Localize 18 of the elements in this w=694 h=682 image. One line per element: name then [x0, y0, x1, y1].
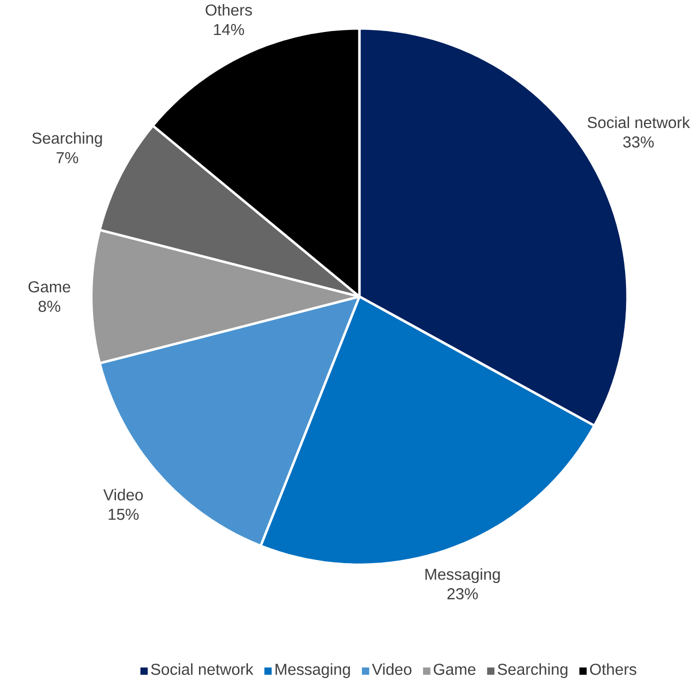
data-label: 8%	[38, 300, 60, 312]
slice-label: Video	[103, 488, 143, 500]
slice-label: Social network	[588, 116, 690, 128]
slice-label: Game	[28, 281, 70, 292]
data-label: 23%	[447, 588, 478, 600]
legend-label: Messaging	[276, 663, 350, 678]
data-label: 7%	[56, 152, 78, 164]
legend-label: Game	[434, 664, 476, 675]
slice-label: Messaging	[425, 568, 500, 583]
slice-label: Others	[206, 4, 252, 16]
data-label: 15%	[108, 508, 139, 520]
data-label: 14%	[214, 24, 244, 36]
legend-label: Others	[590, 663, 636, 675]
legend-label: Video	[372, 663, 412, 675]
data-label: 33%	[623, 136, 654, 148]
slice-label: Searching	[32, 132, 102, 147]
legend-label: Searching	[498, 663, 568, 678]
legend-label: Social network	[151, 663, 254, 675]
